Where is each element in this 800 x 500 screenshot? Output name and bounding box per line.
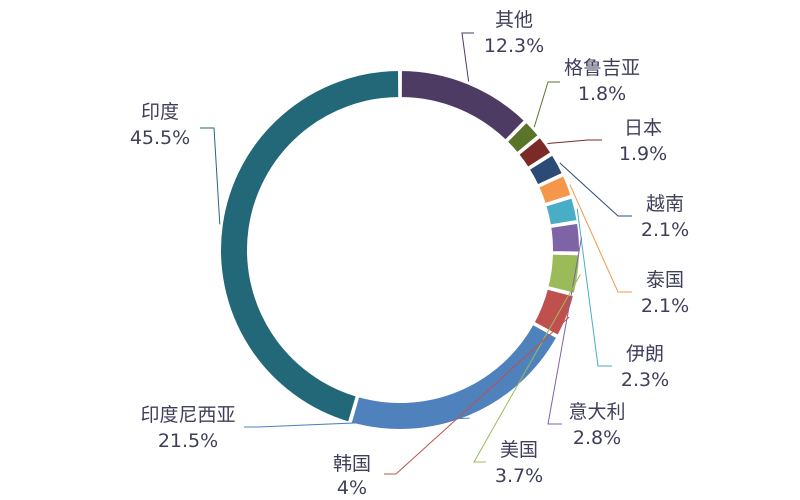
slice-9	[349, 322, 559, 431]
slice-value-8: 4%	[337, 477, 367, 499]
slice-5	[544, 196, 579, 227]
leader-line-9	[244, 417, 470, 428]
slice-value-3: 2.1%	[641, 219, 689, 241]
slice-label-4: 泰国	[646, 269, 684, 291]
leader-line-4	[569, 184, 632, 293]
leader-line-5	[576, 208, 612, 367]
slice-value-10: 45.5%	[130, 127, 190, 149]
slice-value-2: 1.9%	[619, 143, 667, 165]
slice-10	[219, 68, 401, 424]
leader-line-6	[547, 237, 583, 425]
slices-group	[219, 68, 581, 431]
slice-value-6: 2.8%	[573, 427, 621, 449]
slice-label-2: 日本	[624, 117, 662, 139]
slice-value-0: 12.3%	[484, 35, 544, 57]
labels-group: 其他 12.3% 格鲁吉亚 1.8% 日本 1.9% 越南 2.1% 泰国 2.1% 伊朗 2.3% 意…	[130, 9, 689, 499]
leader-line-8	[384, 316, 570, 475]
leader-line-3	[559, 162, 632, 217]
slice-label-7: 美国	[500, 439, 538, 461]
slice-label-3: 越南	[646, 193, 684, 215]
slice-label-8: 韩国	[333, 453, 371, 475]
leader-line-1	[533, 81, 560, 128]
leader-line-2	[547, 139, 602, 144]
slice-2	[516, 135, 553, 170]
slice-value-5: 2.3%	[621, 369, 669, 391]
slice-label-0: 其他	[495, 9, 533, 31]
slice-label-9: 印度尼西亚	[140, 404, 235, 426]
slice-6	[549, 221, 581, 254]
slice-3	[527, 152, 565, 187]
slice-label-10: 印度	[141, 101, 179, 123]
slice-label-6: 意大利	[568, 401, 625, 423]
slice-7	[546, 252, 581, 296]
leader-line-10	[200, 127, 221, 225]
leader-line-7	[473, 274, 581, 463]
slice-value-4: 2.1%	[641, 295, 689, 317]
slice-label-1: 格鲁吉亚	[564, 57, 640, 79]
slice-value-7: 3.7%	[495, 465, 543, 487]
slice-8	[532, 287, 576, 338]
slice-value-1: 1.8%	[578, 83, 626, 105]
slice-label-5: 伊朗	[626, 343, 664, 365]
slice-value-9: 21.5%	[158, 430, 218, 452]
slice-1	[505, 120, 541, 155]
leader-line-0	[461, 32, 474, 82]
slice-4	[536, 173, 573, 206]
leader-lines-group	[200, 32, 632, 475]
slice-0	[399, 68, 527, 143]
